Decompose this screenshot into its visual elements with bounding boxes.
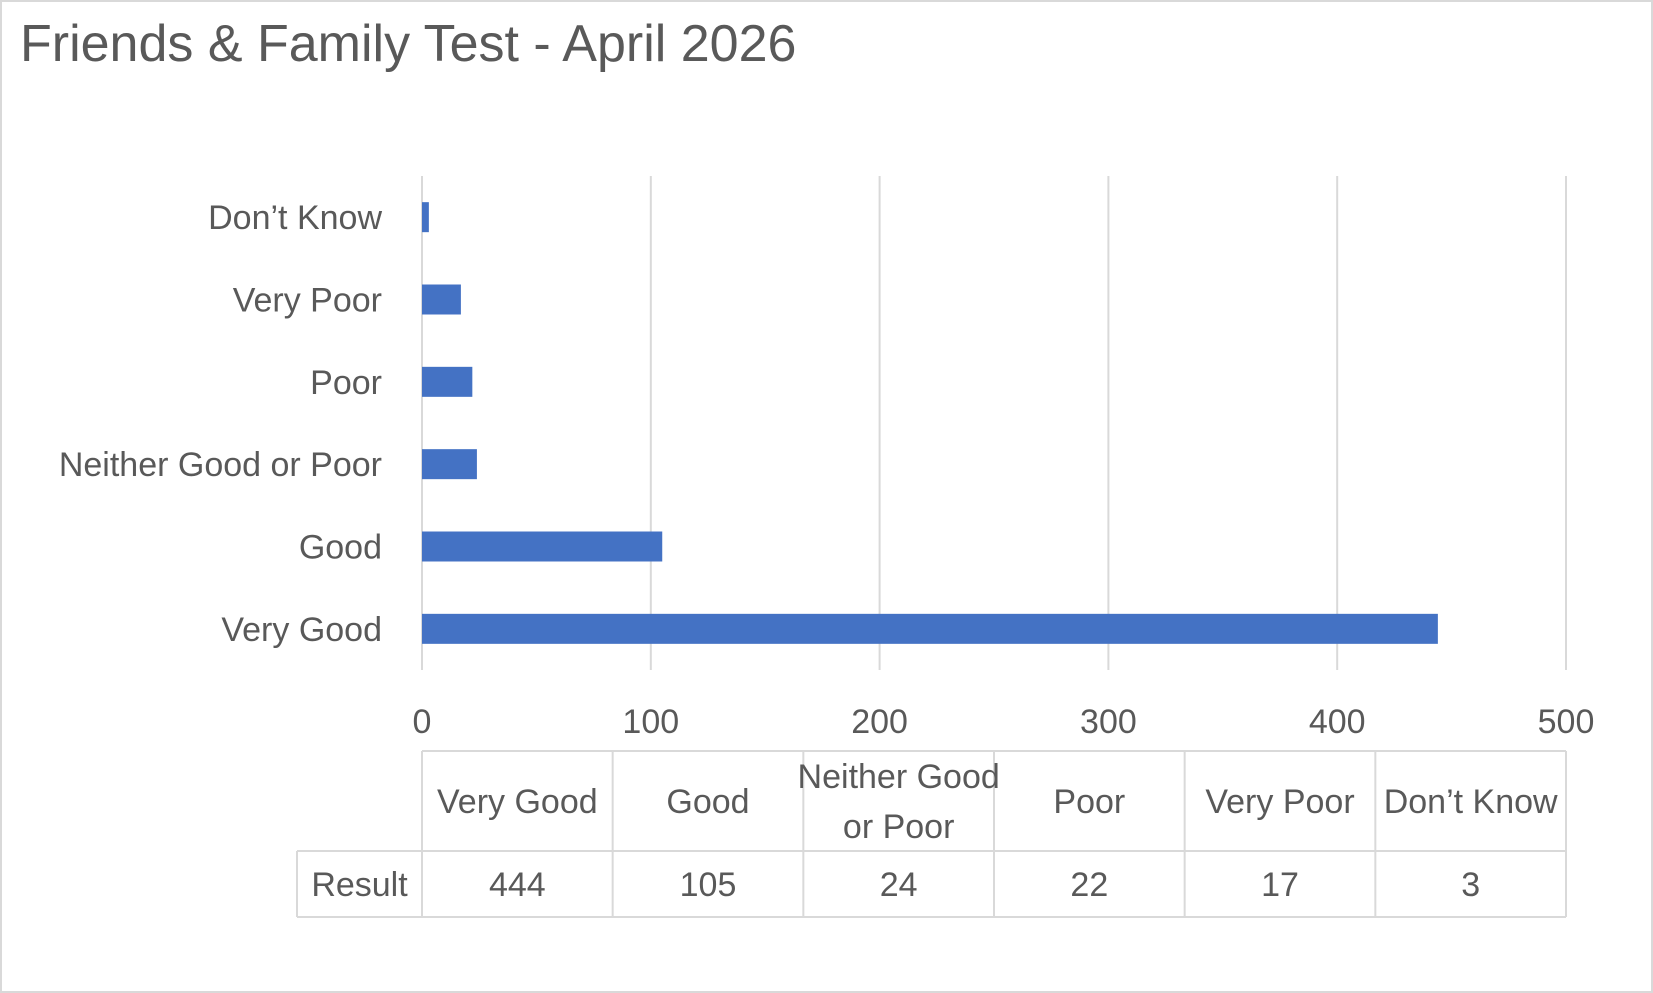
x-tick-label: 300	[1080, 703, 1137, 741]
x-tick-label: 200	[851, 703, 908, 741]
table-header: Don’t Know	[1384, 783, 1558, 821]
table-series-label: Result	[311, 866, 408, 904]
table-value: 105	[680, 866, 737, 904]
bar	[422, 613, 1438, 644]
table-value: 24	[880, 866, 918, 904]
table-header: Good	[666, 783, 749, 821]
category-label: Good	[299, 529, 382, 567]
table-header: Neither Good	[798, 758, 1000, 796]
bar	[422, 366, 473, 397]
bar	[422, 284, 461, 315]
table-header: Very Good	[437, 783, 598, 821]
bar	[422, 531, 663, 562]
category-label: Poor	[310, 364, 382, 402]
category-label: Very Poor	[233, 282, 382, 320]
category-label: Don’t Know	[208, 199, 382, 237]
x-tick-label: 100	[622, 703, 679, 741]
bar	[422, 449, 477, 480]
bar	[422, 202, 429, 233]
x-tick-label: 0	[413, 703, 432, 741]
x-tick-label: 400	[1309, 703, 1366, 741]
x-tick-label: 500	[1538, 703, 1595, 741]
table-value: 22	[1070, 866, 1108, 904]
category-label: Very Good	[221, 611, 382, 649]
table-header: or Poor	[843, 808, 955, 846]
chart-title: Friends & Family Test - April 2026	[20, 15, 797, 73]
table-value: 444	[489, 866, 546, 904]
table-header: Poor	[1053, 783, 1125, 821]
table-value: 17	[1261, 866, 1299, 904]
category-label: Neither Good or Poor	[59, 446, 382, 484]
table-value: 3	[1461, 866, 1480, 904]
table-header: Very Poor	[1205, 783, 1354, 821]
